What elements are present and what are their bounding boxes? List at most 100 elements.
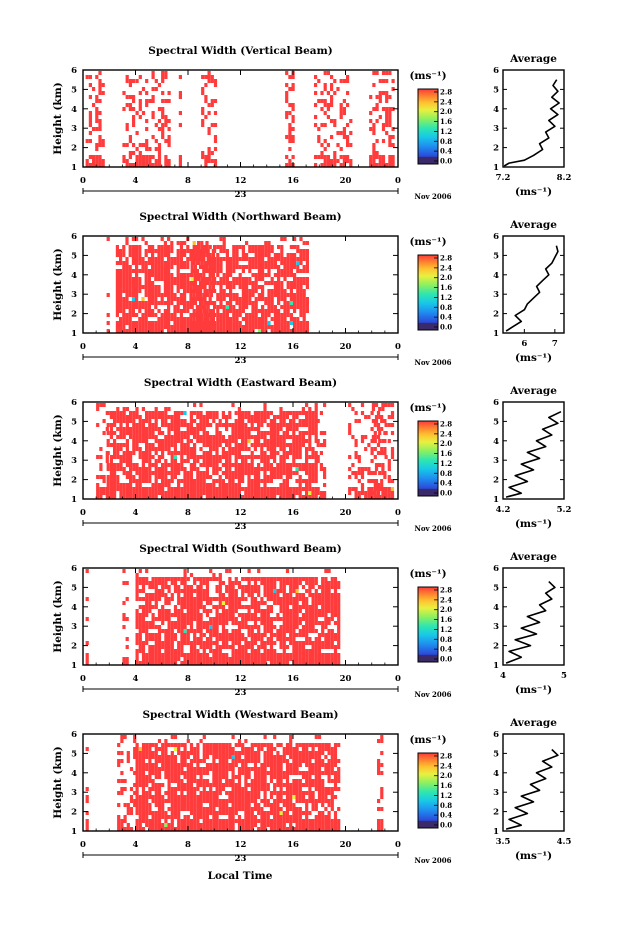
echo-cell (164, 743, 168, 747)
echo-cell (132, 431, 136, 435)
echo-cell (326, 143, 330, 147)
echo-cell (101, 163, 105, 167)
echo-cell (257, 419, 261, 423)
echo-cell (273, 285, 277, 289)
echo-cell (101, 143, 105, 147)
echo-cell (253, 637, 258, 641)
echo-cell (183, 261, 187, 265)
echo-cell (138, 435, 142, 439)
echo-cell (151, 297, 155, 301)
echo-cell (282, 431, 286, 435)
echo-cell (295, 443, 299, 447)
echo-cell (157, 265, 161, 269)
echo-cell (135, 759, 139, 763)
echo-cell (292, 471, 296, 475)
echo-cell (125, 661, 129, 665)
echo-cell (189, 589, 194, 593)
echo-cell (141, 581, 146, 585)
echo-cell (387, 475, 391, 479)
echo-cell (116, 475, 120, 479)
echo-cell (234, 451, 238, 455)
echo-cell (189, 479, 193, 483)
echo-cell (154, 249, 158, 253)
echo-cell (333, 577, 338, 581)
echo-cell (125, 293, 129, 297)
echo-cell (267, 249, 271, 253)
echo-cell (186, 427, 190, 431)
echo-cell (154, 427, 158, 431)
echo-cell (180, 491, 184, 495)
echo-cell (390, 451, 395, 455)
echo-cell (270, 293, 274, 297)
echo-cell (225, 597, 229, 601)
echo-cell (357, 491, 361, 495)
echo-cell (170, 471, 174, 475)
echo-cell (209, 641, 213, 645)
echo-cell (269, 435, 273, 439)
echo-cell (138, 281, 142, 285)
echo-cell (129, 767, 134, 771)
echo-cell (314, 613, 318, 617)
echo-cell (295, 645, 299, 649)
echo-cell (128, 305, 132, 309)
echo-cell (330, 653, 334, 657)
echo-cell (371, 471, 375, 475)
echo-cell (145, 577, 149, 581)
echo-cell (119, 467, 123, 471)
echo-cell (193, 463, 197, 467)
echo-cell (221, 617, 226, 621)
echo-cell (282, 451, 286, 455)
echo-cell (302, 289, 306, 293)
echo-cell (248, 245, 252, 249)
echo-cell (212, 491, 216, 495)
echo-cell (167, 641, 171, 645)
echo-cell (145, 747, 149, 751)
echo-cell (266, 459, 270, 463)
echo-cell (144, 277, 148, 281)
echo-cell (125, 415, 129, 419)
echo-cell (135, 791, 139, 795)
echo-cell (273, 265, 277, 269)
echo-cell (203, 245, 207, 249)
echo-cell (314, 83, 318, 87)
echo-cell (323, 123, 327, 127)
echo-cell (295, 451, 299, 455)
echo-cell (305, 257, 309, 261)
echo-cell (163, 269, 167, 273)
echo-cell (122, 143, 126, 147)
echo-cell (163, 253, 167, 257)
echo-cell (387, 463, 391, 467)
echo-cell (167, 653, 171, 657)
echo-cell (85, 653, 89, 657)
echo-cell (267, 261, 271, 265)
echo-cell (85, 787, 89, 791)
echo-cell (282, 613, 286, 617)
echo-cell (298, 479, 302, 483)
echo-cell (282, 657, 286, 661)
echo-cell (308, 625, 312, 629)
echo-cell (292, 645, 296, 649)
echo-cell (115, 269, 119, 273)
echo-cell (263, 589, 267, 593)
echo-cell (138, 589, 142, 593)
echo-cell (157, 427, 161, 431)
echo-cell (85, 163, 89, 167)
echo-cell (257, 593, 261, 597)
echo-cell (269, 593, 274, 597)
echo-cell (257, 605, 261, 609)
echo-cell (128, 313, 132, 317)
echo-cell (120, 827, 124, 831)
echo-cell (254, 281, 258, 285)
echo-cell (183, 467, 187, 471)
echo-cell (179, 321, 183, 325)
echo-cell (202, 605, 206, 609)
echo-cell (106, 237, 110, 241)
echo-cell (279, 423, 283, 427)
echo-cell (245, 281, 249, 285)
echo-cell (154, 415, 158, 419)
average-profile-line (503, 79, 560, 167)
colorbar-tick-label: 0.4 (440, 479, 452, 488)
echo-cell (263, 613, 267, 617)
echo-cell (115, 245, 119, 249)
echo-cell (327, 569, 331, 573)
